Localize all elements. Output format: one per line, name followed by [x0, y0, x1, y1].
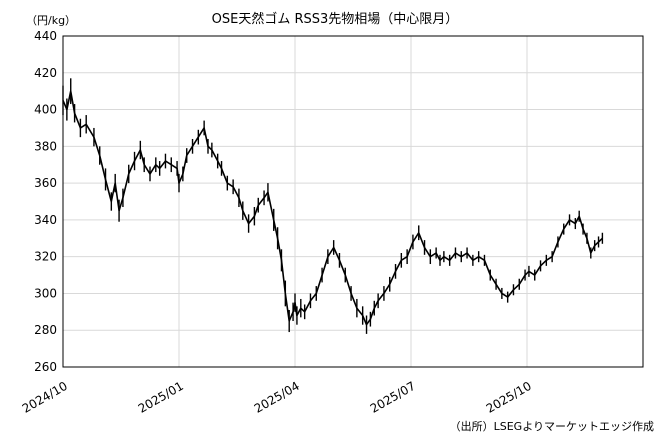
series-line — [62, 90, 603, 326]
x-tick-label: 2025/01 — [136, 379, 186, 416]
x-tick-label: 2024/10 — [20, 379, 70, 416]
source-note: （出所）LSEGよりマーケットエッジ作成 — [449, 420, 654, 433]
plot-border — [62, 35, 644, 368]
chart-title: OSE天然ゴム RSS3先物相場（中心限月） — [211, 12, 459, 27]
y-tick-label: 260 — [34, 360, 57, 374]
y-tick-label: 340 — [34, 213, 57, 227]
x-tick-label: 2025/10 — [484, 379, 534, 416]
y-tick-label: 280 — [34, 323, 57, 337]
y-axis-unit-label: （円/kg） — [26, 14, 77, 27]
x-axis: 2024/10 2025/01 2025/04 2025/07 2025/10 — [20, 379, 534, 416]
chart-grid — [62, 35, 643, 368]
plot-area — [62, 35, 644, 368]
y-tick-label: 360 — [34, 176, 57, 190]
y-tick-label: 320 — [34, 250, 57, 264]
y-axis: 260 280 300 320 340 360 380 400 420 440 — [34, 29, 57, 374]
y-tick-label: 440 — [34, 29, 57, 43]
x-tick-label: 2025/04 — [252, 379, 302, 416]
x-tick-label: 2025/07 — [368, 379, 418, 416]
y-tick-label: 380 — [34, 139, 57, 153]
price-series — [62, 78, 604, 334]
y-tick-label: 400 — [34, 103, 57, 117]
y-tick-label: 300 — [34, 286, 57, 300]
y-tick-label: 420 — [34, 66, 57, 80]
